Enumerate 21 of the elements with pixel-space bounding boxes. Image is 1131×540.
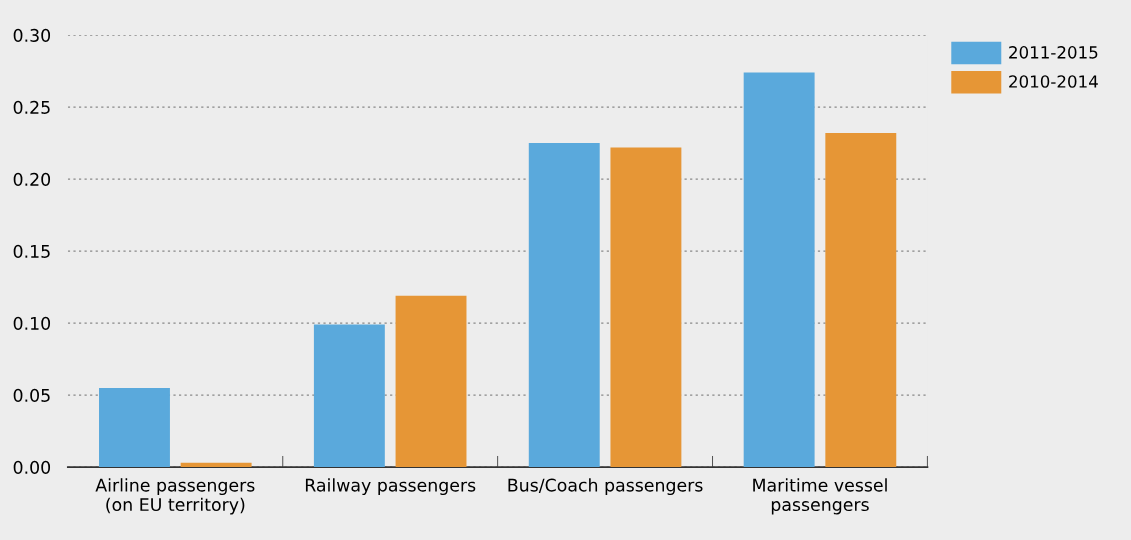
bar xyxy=(528,143,600,468)
bar xyxy=(180,462,252,468)
bar xyxy=(395,295,467,468)
bar xyxy=(610,147,682,468)
y-tick-label: 0.25 xyxy=(13,100,50,114)
y-tick-label: 0.05 xyxy=(13,388,50,402)
x-tick-label: Maritime vessel passengers xyxy=(753,478,887,515)
legend-label: 2011-2015 xyxy=(1009,46,1098,59)
y-tick-label: 0.00 xyxy=(13,460,51,474)
bar xyxy=(743,72,815,468)
bar xyxy=(313,324,385,468)
y-tick-label: 0.20 xyxy=(13,172,51,186)
y-tick-label: 0.10 xyxy=(13,316,51,330)
legend-label: 2010-2014 xyxy=(1009,75,1098,88)
y-tick-label: 0.15 xyxy=(13,244,50,258)
x-tick-label: Railway passengers xyxy=(305,478,476,496)
y-tick-label: 0.30 xyxy=(13,28,51,42)
x-tick-label: Airline passengers (on EU territory) xyxy=(95,478,255,515)
bar xyxy=(825,133,897,468)
x-tick-label: Bus/Coach passengers xyxy=(508,478,703,496)
bar xyxy=(99,387,170,468)
